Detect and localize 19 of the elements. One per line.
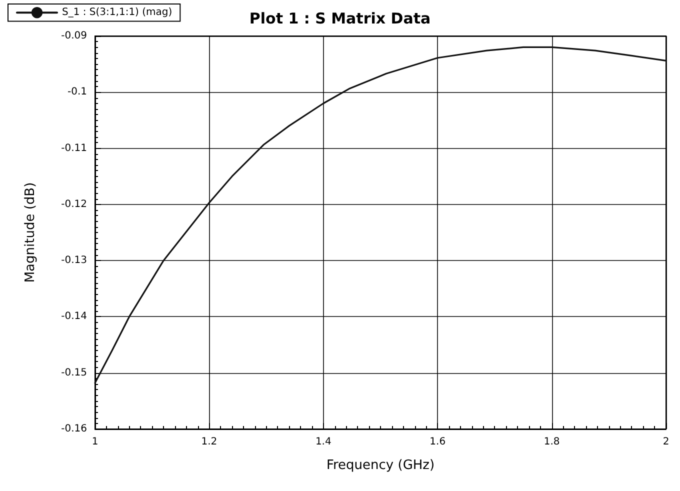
y-tick-label: -0.16 — [61, 424, 87, 434]
y-axis-title: Magnitude (dB) — [23, 182, 38, 283]
y-tick-label: -0.15 — [61, 367, 87, 378]
y-tick-label: -0.1 — [67, 86, 87, 98]
y-tick-label: -0.13 — [61, 255, 87, 266]
legend-label: S_1 : S(3:1,1:1) (mag) — [62, 7, 172, 18]
line-series — [94, 46, 667, 384]
y-tick-label: -0.11 — [61, 142, 87, 154]
x-tick-label: 1.6 — [430, 436, 446, 448]
chart-title: Plot 1 : S Matrix Data — [249, 10, 431, 28]
x-tick-label: 2 — [662, 436, 670, 448]
x-axis-title: Frequency (GHz) — [326, 458, 435, 473]
x-tick-label: 1 — [92, 436, 98, 448]
y-tick-label: -0.09 — [61, 30, 87, 42]
y-tick-label: -0.12 — [61, 198, 87, 210]
x-tick-label: 1.2 — [201, 436, 218, 448]
x-tick-label: 1.8 — [544, 436, 560, 448]
x-tick-label: 1.4 — [315, 436, 332, 448]
y-tick-label: -0.14 — [61, 311, 87, 322]
